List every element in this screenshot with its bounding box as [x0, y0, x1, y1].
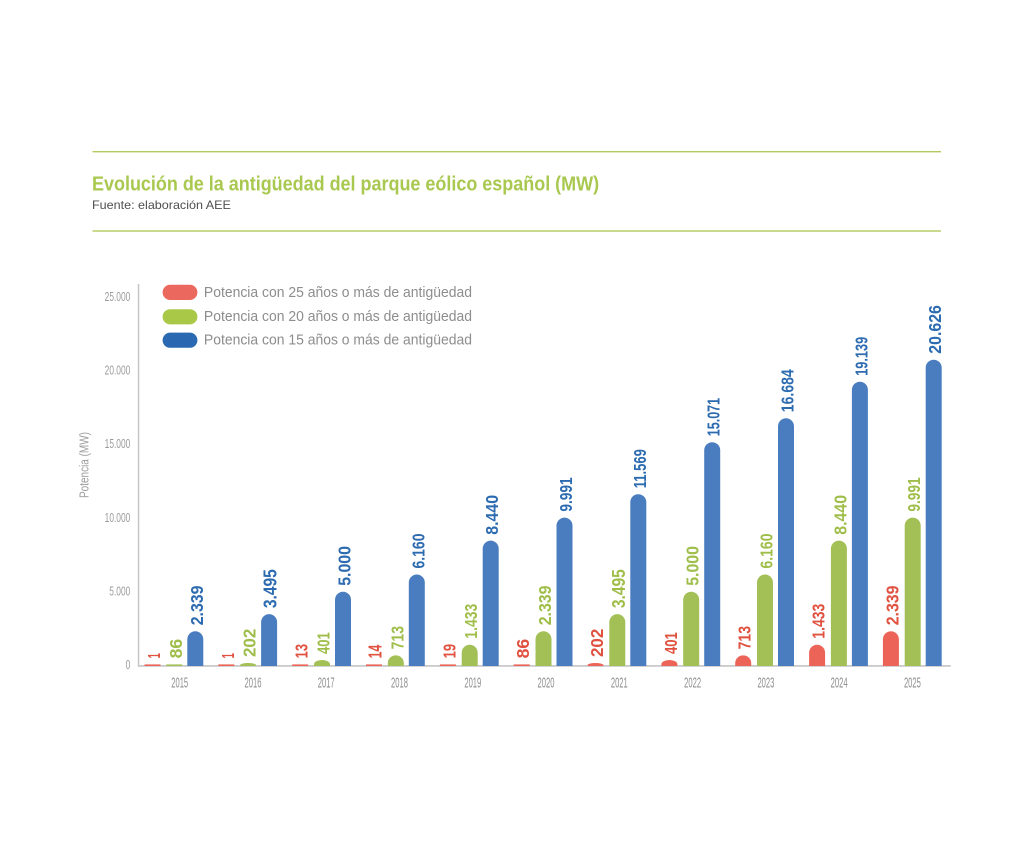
svg-text:11.569: 11.569: [631, 449, 650, 488]
svg-text:1.433: 1.433: [809, 604, 829, 639]
svg-text:2021: 2021: [611, 675, 628, 691]
svg-text:2022: 2022: [684, 675, 701, 691]
svg-text:15.000: 15.000: [105, 437, 131, 451]
svg-text:6.160: 6.160: [757, 533, 777, 568]
svg-text:Evolución de la antigüedad del: Evolución de la antigüedad del parque eó…: [92, 174, 599, 196]
svg-text:Fuente: elaboración AEE: Fuente: elaboración AEE: [92, 198, 231, 211]
svg-text:1.433: 1.433: [462, 604, 482, 639]
svg-text:5.000: 5.000: [683, 546, 703, 586]
svg-text:Potencia con 25 años o más de: Potencia con 25 años o más de antigüedad: [204, 284, 472, 301]
svg-text:2020: 2020: [538, 675, 555, 691]
svg-text:1: 1: [145, 653, 165, 658]
svg-text:202: 202: [587, 628, 608, 657]
svg-text:Potencia con 15 años o más de: Potencia con 15 años o más de antigüedad: [204, 332, 472, 349]
svg-text:Potencia (MW): Potencia (MW): [79, 432, 92, 498]
svg-text:401: 401: [315, 632, 334, 654]
svg-text:2.339: 2.339: [535, 586, 555, 626]
svg-text:9.991: 9.991: [906, 477, 925, 511]
svg-text:Potencia con 20 años o más de: Potencia con 20 años o más de antigüedad: [204, 309, 472, 326]
svg-text:14: 14: [366, 644, 386, 658]
svg-text:8.440: 8.440: [831, 495, 851, 535]
svg-text:713: 713: [735, 626, 755, 649]
svg-text:25.000: 25.000: [105, 290, 131, 304]
svg-text:1: 1: [219, 653, 239, 658]
svg-text:19: 19: [440, 644, 459, 659]
svg-text:2018: 2018: [391, 675, 408, 691]
svg-text:2017: 2017: [318, 675, 335, 691]
svg-text:5.000: 5.000: [109, 585, 130, 599]
svg-text:5.000: 5.000: [335, 546, 355, 586]
svg-text:2024: 2024: [831, 675, 848, 691]
svg-text:6.160: 6.160: [409, 533, 429, 568]
svg-text:2019: 2019: [464, 675, 481, 691]
svg-text:713: 713: [388, 626, 408, 649]
svg-text:8.440: 8.440: [482, 495, 502, 535]
svg-text:15.071: 15.071: [705, 398, 725, 437]
svg-text:3.495: 3.495: [609, 569, 629, 608]
svg-text:13: 13: [293, 644, 312, 659]
svg-text:86: 86: [166, 639, 186, 659]
svg-text:20.626: 20.626: [925, 305, 945, 354]
svg-text:20.000: 20.000: [105, 364, 131, 378]
svg-text:0: 0: [126, 658, 131, 672]
svg-text:2025: 2025: [904, 675, 921, 691]
svg-text:2016: 2016: [245, 675, 262, 691]
svg-text:9.991: 9.991: [557, 477, 576, 511]
svg-text:2015: 2015: [171, 675, 188, 691]
svg-text:10.000: 10.000: [105, 511, 131, 525]
svg-text:19.139: 19.139: [852, 337, 872, 376]
svg-text:3.495: 3.495: [261, 569, 281, 608]
svg-text:86: 86: [513, 639, 533, 659]
svg-text:16.684: 16.684: [778, 369, 798, 412]
svg-text:202: 202: [239, 628, 260, 657]
svg-text:2023: 2023: [757, 675, 774, 691]
svg-text:401: 401: [662, 632, 681, 654]
svg-text:2.339: 2.339: [883, 586, 903, 626]
svg-text:2.339: 2.339: [187, 586, 207, 626]
